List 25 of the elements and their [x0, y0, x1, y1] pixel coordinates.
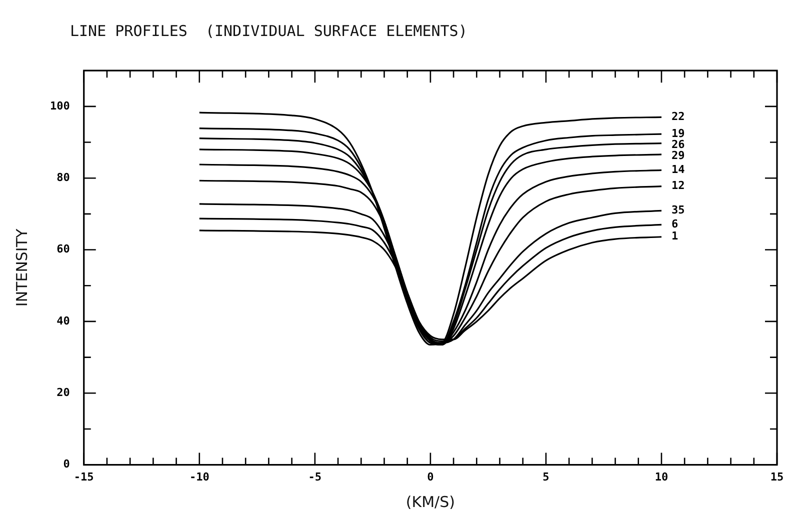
series-label: 29: [671, 148, 685, 162]
x-tick-label: -10: [189, 470, 210, 484]
x-tick-label: 10: [654, 470, 668, 484]
y-tick-label: 80: [56, 170, 70, 184]
series-label: 14: [671, 163, 686, 176]
y-tick-label: 40: [56, 314, 70, 328]
series-label: 6: [671, 218, 678, 231]
x-axis-title: (KM/S): [406, 492, 455, 511]
series-label: 35: [671, 204, 685, 217]
x-tick-label: 5: [542, 470, 550, 484]
series-label: 22: [671, 110, 685, 124]
series-label: 12: [671, 179, 685, 192]
x-tick-label: 15: [770, 470, 784, 484]
y-tick-label: 20: [56, 386, 70, 399]
y-tick-label: 60: [56, 242, 70, 256]
y-tick-label: 0: [63, 458, 70, 471]
series-label: 26: [671, 138, 686, 151]
y-axis-title: INTENSITY: [12, 228, 31, 307]
chart-title: LINE PROFILES (INDIVIDUAL SURFACE ELEMENTS): [70, 22, 468, 40]
y-tick-label: 100: [50, 99, 70, 112]
x-tick-label: 0: [427, 470, 434, 484]
series-label: 19: [671, 126, 685, 140]
x-tick-label: -5: [308, 470, 322, 484]
x-tick-label: -15: [74, 470, 94, 484]
series-label: 1: [671, 230, 678, 243]
